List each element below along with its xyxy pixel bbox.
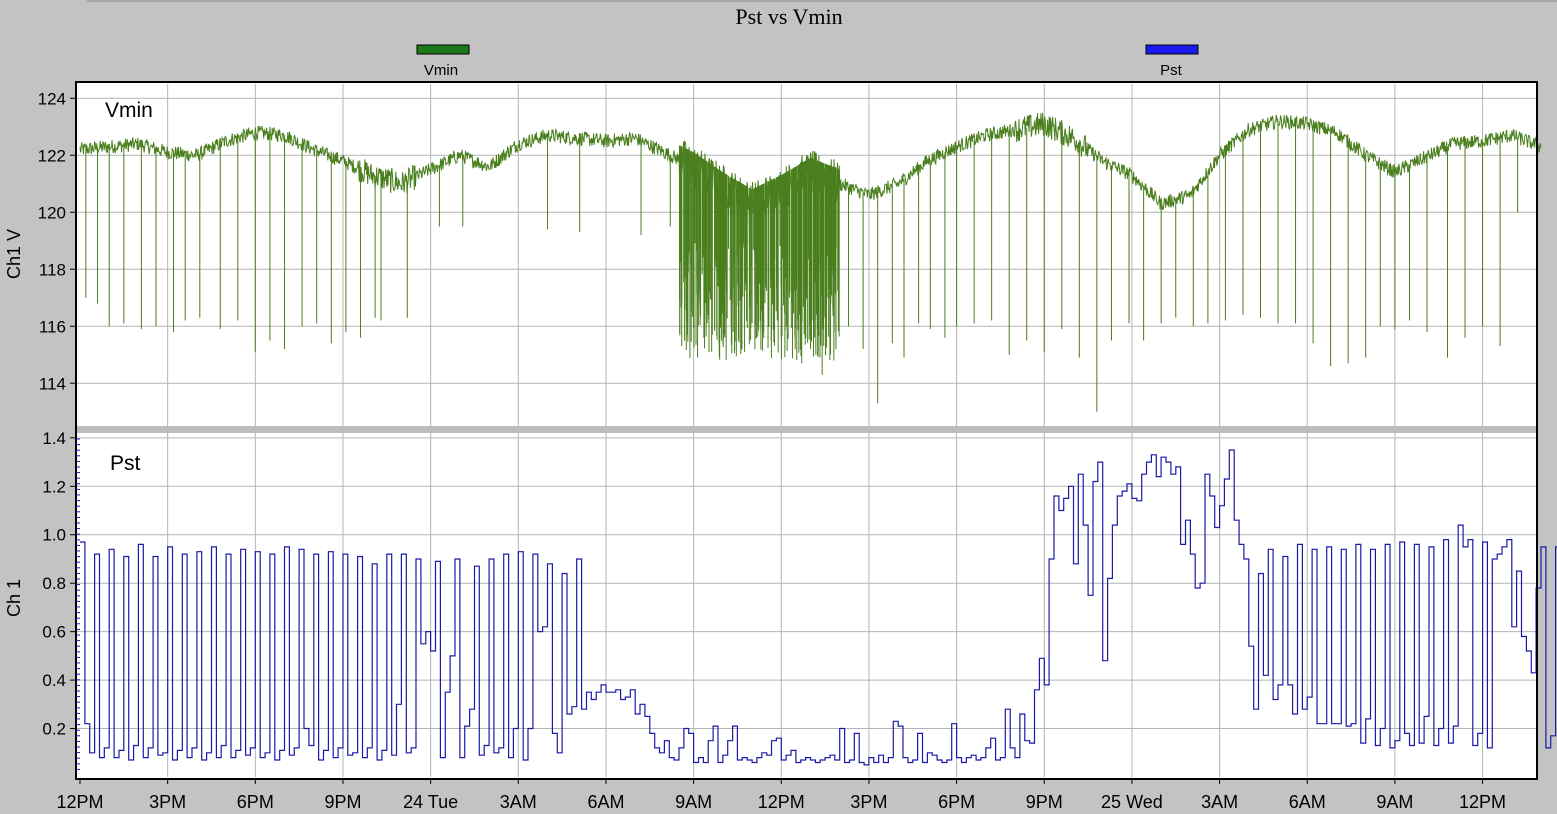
- legend-label-vmin: Vmin: [424, 62, 458, 79]
- x-tick-label: 9PM: [1026, 792, 1063, 812]
- vmin-y-ticks: 114 116 118 120 122 124: [38, 89, 76, 393]
- pst-y-tick-label: 0.2: [42, 720, 66, 739]
- vmin-y-tick-label: 114: [39, 374, 66, 393]
- vmin-y-tick-label: 118: [39, 260, 66, 279]
- x-tick-label: 3AM: [500, 792, 537, 812]
- chart-title: Pst vs Vmin: [735, 4, 842, 29]
- legend-item-pst[interactable]: Pst: [1145, 44, 1199, 79]
- pst-y-tick-label: 0.6: [42, 623, 66, 642]
- x-tick-label: 3PM: [149, 792, 186, 812]
- vmin-y-tick-label: 124: [38, 89, 66, 108]
- pst-y-tick-label: 1.4: [42, 429, 66, 448]
- x-tick-label: 3AM: [1201, 792, 1238, 812]
- x-tick-label: 12PM: [56, 792, 103, 812]
- vmin-panel-label: Vmin: [105, 99, 153, 122]
- pst-series-line: [80, 449, 1557, 766]
- legend-label-pst: Pst: [1160, 62, 1183, 79]
- x-tick-label: 6AM: [587, 792, 624, 812]
- pst-panel-label: Pst: [110, 452, 141, 475]
- plot-frame: [75, 81, 1538, 780]
- x-tick-label: 6PM: [237, 792, 274, 812]
- plot-area: [75, 81, 1557, 780]
- x-tick-label: 12PM: [1459, 792, 1506, 812]
- pst-y-tick-label: 1.0: [42, 526, 66, 545]
- pst-panel: [80, 449, 1557, 766]
- pst-y-axis-label: Ch 1: [4, 579, 24, 617]
- legend: Vmin Pst: [416, 44, 1199, 79]
- x-ticks: 12PM 3PM 6PM 9PM 24 Tue 3AM 6AM 9AM 12PM 3PM 6PM 9P…: [56, 779, 1506, 812]
- x-tick-label: 24 Tue: [403, 792, 458, 812]
- x-tick-label: 9AM: [675, 792, 712, 812]
- pst-y-tick-label: 1.2: [42, 477, 66, 496]
- legend-swatch-vmin: [416, 44, 470, 55]
- vmin-y-tick-label: 120: [38, 203, 66, 222]
- x-tick-label: 9PM: [324, 792, 361, 812]
- vmin-y-tick-label: 122: [38, 146, 66, 165]
- legend-swatch-pst: [1145, 44, 1199, 55]
- panel-divider: [76, 426, 1537, 433]
- x-tick-label: 12PM: [758, 792, 805, 812]
- x-tick-label: 6AM: [1289, 792, 1326, 812]
- pst-y-ticks: 0.2 0.4 0.6 0.8 1.0 1.2 1.4: [42, 429, 80, 770]
- legend-item-vmin[interactable]: Vmin: [416, 44, 470, 79]
- vmin-series-line: [79, 112, 1542, 226]
- pst-y-tick-label: 0.4: [42, 671, 66, 690]
- pst-y-tick-label: 0.8: [42, 574, 66, 593]
- x-tick-label: 25 Wed: [1101, 792, 1163, 812]
- x-tick-label: 3PM: [850, 792, 887, 812]
- x-tick-label: 6PM: [938, 792, 975, 812]
- x-tick-label: 9AM: [1376, 792, 1413, 812]
- vmin-panel: [79, 112, 1542, 412]
- vmin-y-tick-label: 116: [39, 317, 66, 336]
- vmin-y-axis-label: Ch1 V: [4, 229, 24, 279]
